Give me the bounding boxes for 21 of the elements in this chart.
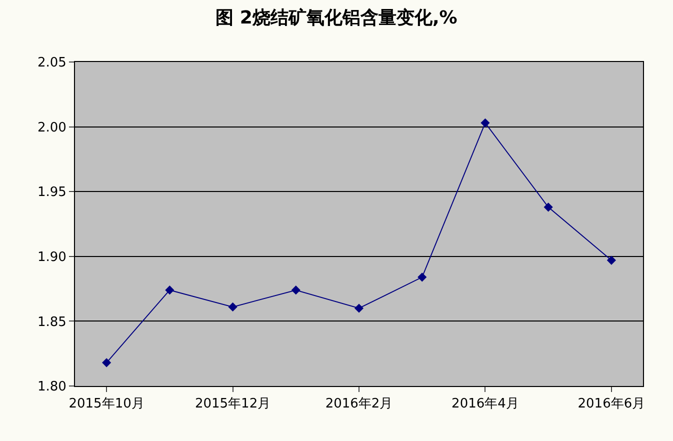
- y-tick-label: 1.80: [37, 380, 66, 395]
- point: [354, 304, 364, 313]
- x-tick-label: 2015年10月: [68, 396, 144, 412]
- y-tick-label: 2.05: [37, 56, 66, 71]
- y-tick-label: 1.90: [37, 250, 66, 265]
- y-tick-label: 1.95: [37, 185, 66, 200]
- x-tick-label: 2016年2月: [325, 396, 393, 412]
- chart-title: 图 2烧结矿氧化铝含量变化,%: [216, 8, 458, 29]
- x-tick-label: 2015年12月: [194, 396, 271, 412]
- point: [480, 118, 490, 128]
- point: [228, 302, 238, 312]
- y-tick-label: 2.00: [37, 120, 66, 136]
- point: [606, 256, 616, 265]
- point: [102, 358, 112, 368]
- point: [165, 286, 174, 295]
- y-tick-label: 1.85: [37, 314, 66, 330]
- point: [418, 272, 427, 282]
- x-tick-label: 2016年4月: [452, 396, 519, 412]
- point: [291, 286, 300, 295]
- x-tick-label: 2016年6月: [578, 396, 646, 412]
- point: [544, 202, 553, 212]
